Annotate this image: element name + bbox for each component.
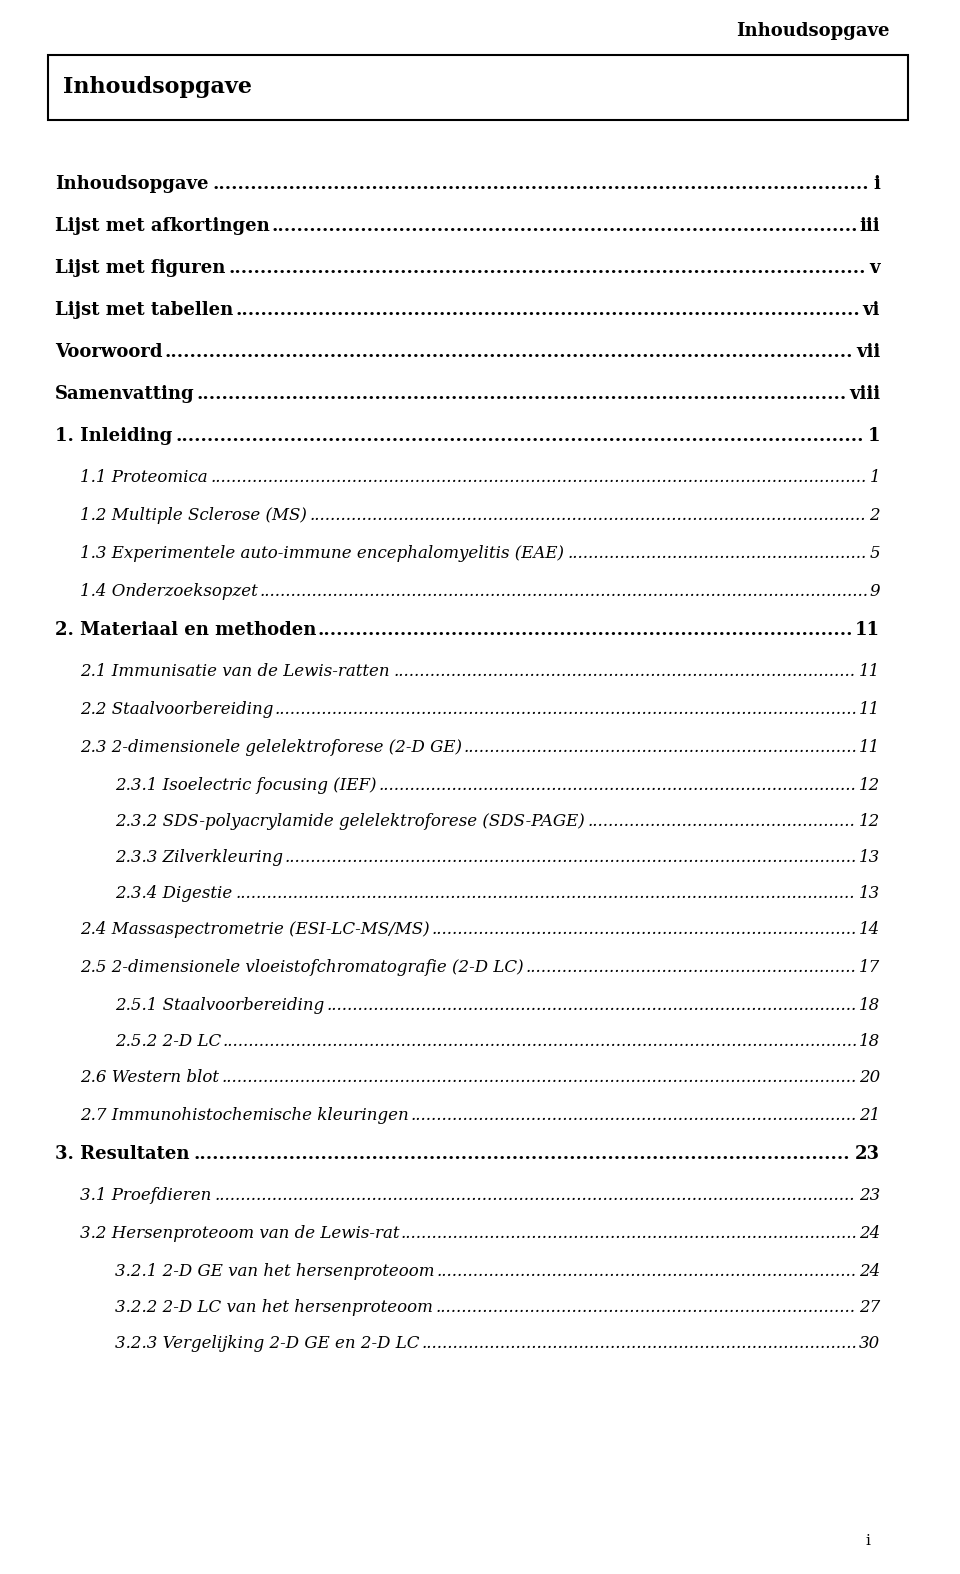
Text: ................................................................................: ........................................…	[432, 921, 857, 938]
Text: 2.6 Western blot: 2.6 Western blot	[80, 1069, 219, 1086]
Text: ................................................................................: ........................................…	[436, 1299, 855, 1316]
Text: ................................................................................: ........................................…	[421, 1335, 857, 1352]
Text: ................................................................................: ........................................…	[379, 778, 856, 793]
Text: 2.5.1 Staalvoorbereiding: 2.5.1 Staalvoorbereiding	[115, 996, 324, 1014]
Text: viii: viii	[849, 386, 880, 403]
Text: 1.4 Onderzoeksopzet: 1.4 Onderzoeksopzet	[80, 582, 257, 600]
Text: ................................................................................: ........................................…	[272, 217, 858, 235]
Text: .........................................................: ........................................…	[567, 545, 866, 562]
Text: 1: 1	[870, 469, 880, 486]
Text: 14: 14	[859, 921, 880, 938]
Text: ................................................................................: ........................................…	[318, 622, 853, 639]
Text: 24: 24	[859, 1225, 880, 1242]
Text: 1.2 Multiple Sclerose (MS): 1.2 Multiple Sclerose (MS)	[80, 507, 307, 524]
Text: ................................................................................: ........................................…	[236, 885, 855, 902]
Text: 2.3.3 Zilverkleuring: 2.3.3 Zilverkleuring	[115, 848, 283, 866]
Text: Inhoudsopgave: Inhoudsopgave	[736, 22, 890, 39]
Text: 12: 12	[859, 778, 880, 793]
Text: 3.1 Proefdieren: 3.1 Proefdieren	[80, 1187, 211, 1204]
Text: ................................................................................: ........................................…	[394, 663, 855, 680]
Text: 3.2 Hersenproteoom van de Lewis-rat: 3.2 Hersenproteoom van de Lewis-rat	[80, 1225, 399, 1242]
Text: Lijst met tabellen: Lijst met tabellen	[55, 301, 233, 320]
Text: 12: 12	[859, 814, 880, 829]
Text: 2.3.2 SDS-polyacrylamide gelelektroforese (SDS-PAGE): 2.3.2 SDS-polyacrylamide gelelektrofores…	[115, 814, 585, 829]
Text: ................................................................................: ........................................…	[194, 1144, 851, 1163]
Text: ................................................................................: ........................................…	[223, 1033, 857, 1050]
Text: ................................................................................: ........................................…	[437, 1262, 856, 1280]
Text: ................................................................................: ........................................…	[326, 996, 856, 1014]
Text: 11: 11	[859, 700, 880, 718]
Text: 3.2.1 2-D GE van het hersenproteoom: 3.2.1 2-D GE van het hersenproteoom	[115, 1262, 435, 1280]
Text: ................................................................................: ........................................…	[400, 1225, 857, 1242]
Text: ...........................................................................: ........................................…	[464, 740, 857, 756]
Text: v: v	[870, 260, 880, 277]
Text: ................................................................................: ........................................…	[235, 301, 860, 320]
Text: 2.7 Immunohistochemische kleuringen: 2.7 Immunohistochemische kleuringen	[80, 1107, 409, 1124]
Text: ................................................................................: ........................................…	[285, 848, 857, 866]
Text: ................................................................................: ........................................…	[411, 1107, 857, 1124]
Text: 2.3.4 Digestie: 2.3.4 Digestie	[115, 885, 232, 902]
Text: Lijst met afkortingen: Lijst met afkortingen	[55, 217, 270, 235]
Text: 5: 5	[870, 545, 880, 562]
Text: ................................................................................: ........................................…	[228, 260, 866, 277]
Text: Lijst met figuren: Lijst met figuren	[55, 260, 226, 277]
Text: 9: 9	[870, 582, 880, 600]
Text: 2: 2	[870, 507, 880, 524]
Text: 1.3 Experimentele auto-immune encephalomyelitis (EAE): 1.3 Experimentele auto-immune encephalom…	[80, 545, 564, 562]
Text: 13: 13	[859, 885, 880, 902]
Text: 13: 13	[859, 848, 880, 866]
Text: ................................................................................: ........................................…	[176, 427, 864, 445]
Text: 1. Inleiding: 1. Inleiding	[55, 427, 172, 445]
Text: 23: 23	[855, 1144, 880, 1163]
Text: Inhoudsopgave: Inhoudsopgave	[55, 175, 208, 194]
Text: ...............................................................: ........................................…	[526, 959, 856, 976]
Text: 2.4 Massaspectrometrie (ESI-LC-MS/MS): 2.4 Massaspectrometrie (ESI-LC-MS/MS)	[80, 921, 430, 938]
Text: 2.5 2-dimensionele vloeistofchromatografie (2-D LC): 2.5 2-dimensionele vloeistofchromatograf…	[80, 959, 523, 976]
Text: ................................................................................: ........................................…	[221, 1069, 856, 1086]
Text: 2.3 2-dimensionele gelelektroforese (2-D GE): 2.3 2-dimensionele gelelektroforese (2-D…	[80, 740, 462, 756]
Text: ................................................................................: ........................................…	[215, 1187, 855, 1204]
Text: 3.2.2 2-D LC van het hersenproteoom: 3.2.2 2-D LC van het hersenproteoom	[115, 1299, 433, 1316]
Text: iii: iii	[859, 217, 880, 235]
Text: vii: vii	[855, 343, 880, 360]
Text: ................................................................................: ........................................…	[259, 582, 868, 600]
Text: Voorwoord: Voorwoord	[55, 343, 162, 360]
Text: Inhoudsopgave: Inhoudsopgave	[63, 77, 252, 99]
Text: 2.3.1 Isoelectric focusing (IEF): 2.3.1 Isoelectric focusing (IEF)	[115, 778, 376, 793]
Text: ................................................................................: ........................................…	[197, 386, 847, 403]
Text: 24: 24	[859, 1262, 880, 1280]
Text: 30: 30	[859, 1335, 880, 1352]
Text: 18: 18	[859, 1033, 880, 1050]
Text: ................................................................................: ........................................…	[210, 469, 867, 486]
Text: 2. Materiaal en methoden: 2. Materiaal en methoden	[55, 622, 317, 639]
Text: 23: 23	[859, 1187, 880, 1204]
Bar	[48, 55, 908, 120]
Text: 3.2.3 Vergelijking 2-D GE en 2-D LC: 3.2.3 Vergelijking 2-D GE en 2-D LC	[115, 1335, 420, 1352]
Text: 11: 11	[855, 622, 880, 639]
Text: ................................................................................: ........................................…	[310, 507, 866, 524]
Text: vi: vi	[863, 301, 880, 320]
Text: 1: 1	[868, 427, 880, 445]
Text: 17: 17	[859, 959, 880, 976]
Text: 27: 27	[859, 1299, 880, 1316]
Text: Samenvatting: Samenvatting	[55, 386, 195, 403]
Text: 11: 11	[859, 663, 880, 680]
Text: 2.1 Immunisatie van de Lewis-ratten: 2.1 Immunisatie van de Lewis-ratten	[80, 663, 390, 680]
Text: 2.2 Staalvoorbereiding: 2.2 Staalvoorbereiding	[80, 700, 274, 718]
Text: 20: 20	[859, 1069, 880, 1086]
Text: i: i	[874, 175, 880, 194]
Text: ................................................................................: ........................................…	[165, 343, 853, 360]
Text: 21: 21	[859, 1107, 880, 1124]
Text: 18: 18	[859, 996, 880, 1014]
Text: ...................................................: ........................................…	[588, 814, 855, 829]
Text: 2.5.2 2-D LC: 2.5.2 2-D LC	[115, 1033, 221, 1050]
Text: ................................................................................: ........................................…	[212, 175, 869, 194]
Text: 3. Resultaten: 3. Resultaten	[55, 1144, 189, 1163]
Text: ................................................................................: ........................................…	[275, 700, 857, 718]
Text: i: i	[865, 1535, 870, 1547]
Text: 11: 11	[859, 740, 880, 756]
Text: 1.1 Proteomica: 1.1 Proteomica	[80, 469, 207, 486]
